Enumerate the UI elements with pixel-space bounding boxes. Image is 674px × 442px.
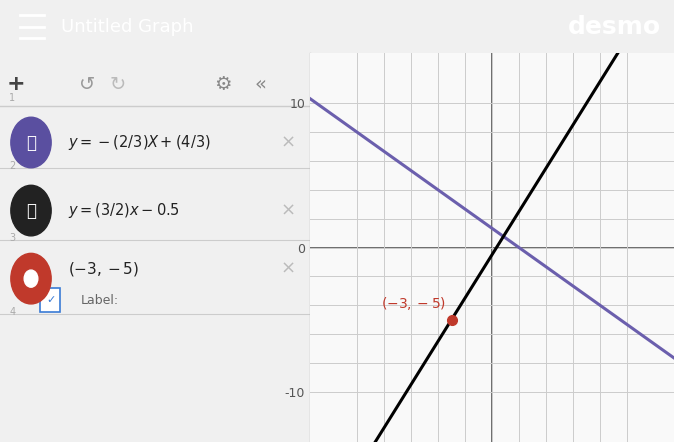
- Text: 𝒩: 𝒩: [26, 202, 36, 220]
- Text: 𝒩: 𝒩: [26, 133, 36, 152]
- Text: Untitled Graph: Untitled Graph: [61, 18, 193, 35]
- Circle shape: [11, 117, 51, 168]
- Text: 1: 1: [9, 93, 16, 103]
- Text: desmo: desmo: [568, 15, 661, 38]
- Text: 4: 4: [9, 307, 16, 317]
- Text: $(-3,-5)$: $(-3,-5)$: [68, 260, 140, 278]
- Text: $y = (3/2)x - 0.5$: $y = (3/2)x - 0.5$: [68, 201, 180, 220]
- Text: ⚙: ⚙: [214, 75, 232, 94]
- Text: 2: 2: [9, 161, 16, 171]
- Circle shape: [11, 253, 51, 304]
- Text: ✓: ✓: [46, 295, 55, 305]
- Text: $(-3, -5)$: $(-3, -5)$: [381, 295, 446, 312]
- Text: $y = -(2/3)X + (4/3)$: $y = -(2/3)X + (4/3)$: [68, 133, 211, 152]
- Circle shape: [24, 270, 38, 287]
- Circle shape: [11, 185, 51, 236]
- Text: +: +: [6, 74, 25, 94]
- Text: ↻: ↻: [110, 75, 126, 94]
- Text: «: «: [254, 75, 266, 94]
- Text: ×: ×: [281, 202, 296, 220]
- Text: ×: ×: [281, 260, 296, 278]
- FancyBboxPatch shape: [40, 288, 61, 312]
- Text: ↺: ↺: [79, 75, 95, 94]
- Text: 3: 3: [9, 233, 16, 243]
- Text: Label:: Label:: [81, 293, 119, 307]
- Text: ×: ×: [281, 133, 296, 152]
